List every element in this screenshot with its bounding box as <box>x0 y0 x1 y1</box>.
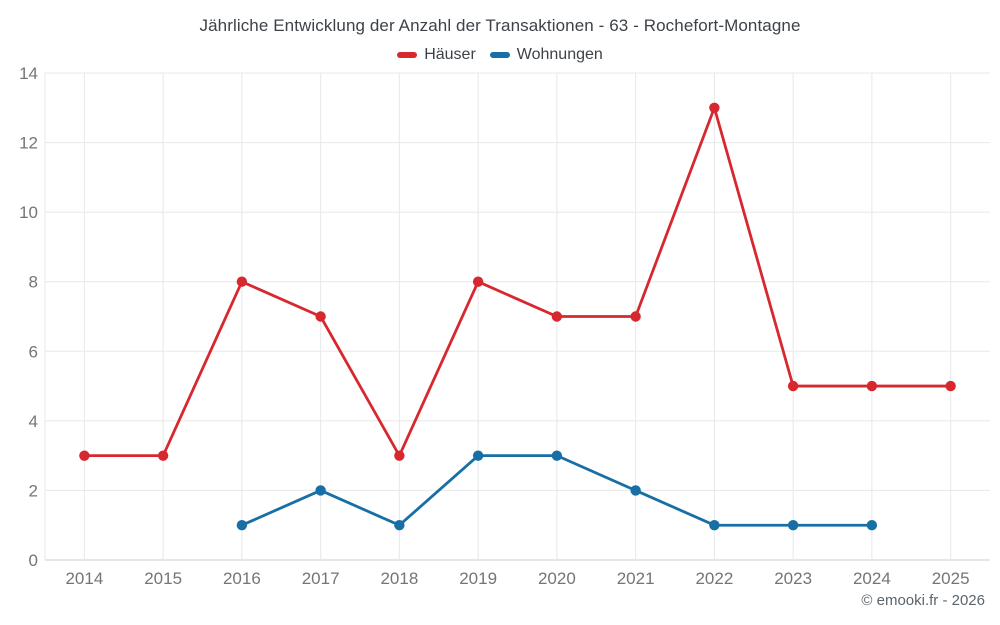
data-point-Häuser-2018[interactable] <box>394 450 405 461</box>
data-point-Wohnungen-2018[interactable] <box>394 520 405 531</box>
x-tick-label: 2021 <box>617 569 655 588</box>
data-point-Häuser-2015[interactable] <box>157 450 169 461</box>
data-point-Häuser-2019[interactable] <box>472 276 484 287</box>
legend-swatch-Wohnungen <box>489 52 510 58</box>
footer-credit: © emooki.fr - 2026 <box>861 592 985 609</box>
data-point-Häuser-2024[interactable] <box>866 380 878 392</box>
data-point-Häuser-2020[interactable] <box>551 311 563 322</box>
series-line-Häuser <box>82 106 953 458</box>
x-tick-label: 2024 <box>853 569 891 588</box>
y-tick-label: 12 <box>19 134 38 153</box>
x-tick-label: 2018 <box>380 569 418 588</box>
data-point-Wohnungen-2019[interactable] <box>472 450 484 461</box>
y-tick-label: 6 <box>29 342 38 361</box>
data-point-Häuser-2022[interactable] <box>709 102 720 113</box>
data-point-Wohnungen-2020[interactable] <box>551 450 563 461</box>
data-point-Häuser-2021[interactable] <box>630 311 641 322</box>
legend-label: Wohnungen <box>516 46 603 63</box>
legend-item-Wohnungen[interactable]: Wohnungen <box>489 46 603 64</box>
x-tick-label: 2017 <box>302 569 340 588</box>
x-tick-label: 2020 <box>538 569 576 588</box>
y-tick-label: 0 <box>29 551 38 570</box>
x-tick-label: 2015 <box>144 569 182 588</box>
data-point-Wohnungen-2023[interactable] <box>787 520 799 531</box>
data-point-Wohnungen-2024[interactable] <box>866 520 878 531</box>
legend-swatch-Häuser <box>397 52 418 58</box>
data-point-Häuser-2025[interactable] <box>945 380 956 392</box>
data-point-Wohnungen-2022[interactable] <box>709 520 720 531</box>
x-tick-label: 2022 <box>695 569 733 588</box>
x-tick-label: 2019 <box>459 569 497 588</box>
x-tick-label: 2025 <box>932 569 970 588</box>
y-tick-label: 8 <box>29 273 38 292</box>
x-tick-label: 2023 <box>774 569 812 588</box>
data-point-Wohnungen-2021[interactable] <box>630 485 641 496</box>
x-tick-label: 2014 <box>65 569 103 588</box>
y-tick-label: 10 <box>19 203 38 222</box>
y-tick-label: 4 <box>29 412 38 431</box>
legend: Häuser Wohnungen <box>0 46 1000 64</box>
data-point-Häuser-2023[interactable] <box>787 380 799 392</box>
y-tick-label: 14 <box>19 64 38 83</box>
data-point-Häuser-2014[interactable] <box>79 450 90 461</box>
data-point-Häuser-2017[interactable] <box>315 311 326 322</box>
legend-label: Häuser <box>424 46 476 63</box>
chart-title: Jährliche Entwicklung der Anzahl der Tra… <box>199 16 801 35</box>
data-point-Wohnungen-2017[interactable] <box>315 485 326 496</box>
y-tick-label: 2 <box>29 481 38 500</box>
data-point-Häuser-2016[interactable] <box>236 276 248 287</box>
data-point-Wohnungen-2016[interactable] <box>236 520 248 531</box>
x-tick-label: 2016 <box>223 569 261 588</box>
legend-item-Häuser[interactable]: Häuser <box>397 46 476 64</box>
